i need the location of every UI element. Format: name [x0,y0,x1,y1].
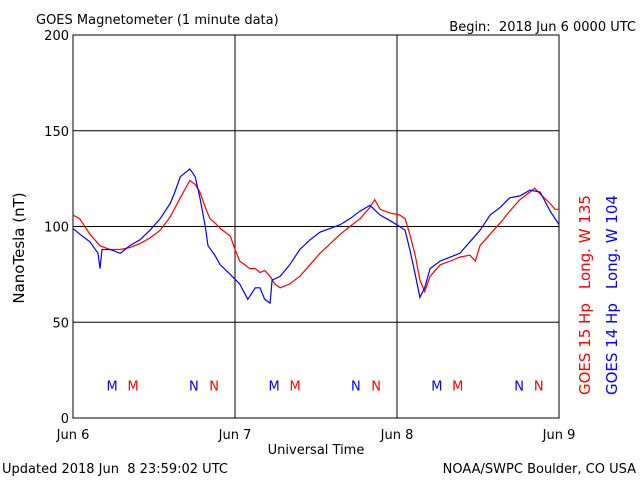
legend-name: GOES 14 Hp [603,303,621,395]
legend-name: GOES 15 Hp [576,303,594,395]
legend-longitude: Long. W 135 [576,195,594,289]
begin-time: Begin: 2018 Jun 6 0000 UTC [449,20,636,35]
series-line [72,179,559,294]
time-marker: N [371,379,381,394]
legend-longitude: Long. W 104 [603,195,621,289]
y-axis-label: NanoTesla (nT) [10,192,28,303]
x-axis-label: Universal Time [268,443,365,458]
time-marker: N [534,379,544,394]
time-marker: M [269,379,280,394]
chart-title: GOES Magnetometer (1 minute data) [36,13,279,28]
y-tick-label: 200 [44,29,69,44]
time-marker: M [289,379,300,394]
time-marker: N [514,379,524,394]
series-line [72,168,560,305]
x-tick-label: Jun 7 [218,428,252,443]
x-tick-label: Jun 9 [542,428,576,443]
y-tick-label: 50 [52,316,69,331]
legend-entry: GOES 14 Hp Long. W 104 [603,195,621,395]
y-tick-label: 100 [44,221,69,236]
footer-left: Updated 2018 Jun 8 23:59:02 UTC [2,462,228,477]
time-marker: N [351,379,361,394]
footer-right: NOAA/SWPC Boulder, CO USA [443,462,636,477]
time-marker: N [209,379,219,394]
time-marker: M [431,379,442,394]
y-tick-label: 150 [44,125,69,140]
x-tick-label: Jun 8 [380,428,414,443]
legend-entry: GOES 15 Hp Long. W 135 [576,195,594,395]
time-marker: M [452,379,463,394]
time-marker: N [189,379,199,394]
time-marker: M [107,379,118,394]
time-marker: M [127,379,138,394]
x-tick-label: Jun 6 [56,428,90,443]
y-tick-label: 0 [61,412,69,427]
